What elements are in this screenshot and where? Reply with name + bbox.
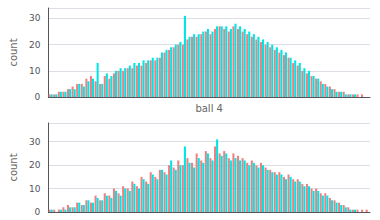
svg-text:10: 10 <box>29 66 41 76</box>
svg-text:10: 10 <box>29 184 41 194</box>
svg-text:ball 4: ball 4 <box>195 103 223 114</box>
svg-text:0: 0 <box>35 207 41 217</box>
svg-text:0: 0 <box>35 92 41 102</box>
svg-text:20: 20 <box>29 160 41 170</box>
svg-text:30: 30 <box>29 137 41 147</box>
svg-text:20: 20 <box>29 40 41 50</box>
svg-text:30: 30 <box>29 13 41 23</box>
svg-text:count: count <box>8 38 19 66</box>
svg-text:count: count <box>8 153 19 181</box>
